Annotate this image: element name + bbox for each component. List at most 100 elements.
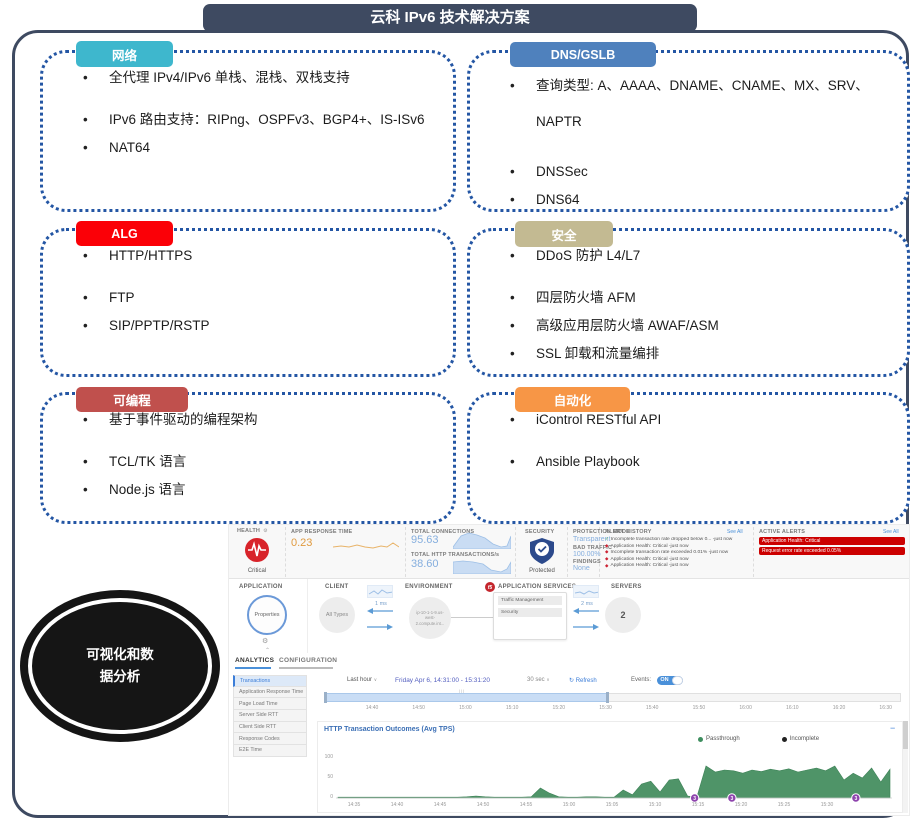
interval-select[interactable]: 30 sec ∨ <box>527 677 550 683</box>
bullet-list: iControl RESTful API Ansible Playbook <box>500 410 889 473</box>
legend-item[interactable]: Incomplete <box>781 736 819 742</box>
active-alerts-see-all[interactable]: See All <box>883 529 899 535</box>
analytics-dashboard: HEALTH ⚙ Critical APP RESPONSE TIME 0.23… <box>228 524 910 816</box>
timeline-handle-right[interactable] <box>606 692 609 703</box>
alert-history-item: ◆ Application Health: Critical -just now <box>605 543 751 549</box>
active-alert: Application Health: Critical <box>759 537 905 545</box>
topology-row: APPLICATION Properties ⚙ CLIENT All Type… <box>229 579 909 653</box>
health-status: Critical <box>247 568 267 574</box>
events-label: Events: <box>631 677 652 683</box>
event-marker[interactable]: 3 <box>851 793 861 803</box>
alert-history-list: ✓ Incomplete transaction rate dropped bel… <box>605 537 751 570</box>
sidebar-item[interactable]: Page Load Time <box>233 698 307 711</box>
active-alert: Request error rate exceeded 0.05% <box>759 547 905 555</box>
slide-title: 云科 IPv6 技术解决方案 <box>203 4 697 32</box>
servers-label: SERVERS <box>611 584 642 590</box>
metrics-sidebar: Transactions Application Response Time Pag… <box>233 675 307 757</box>
sidebar-item[interactable]: Transactions <box>233 675 307 687</box>
alert-history-item: ◆ Application Health: Critical -just now <box>605 563 751 568</box>
stats-bar: HEALTH ⚙ Critical APP RESPONSE TIME 0.23… <box>229 525 909 579</box>
application-services-box[interactable]: Traffic Management Security <box>493 592 567 640</box>
x-axis-tick-label: 14:35 <box>347 802 361 808</box>
app-response-sparkline <box>333 542 399 549</box>
svg-text:3: 3 <box>693 796 696 802</box>
bullet-list: HTTP/HTTPS FTP SIP/PPTP/RSTP <box>73 246 435 337</box>
scrollbar-thumb[interactable] <box>903 721 908 749</box>
svg-text:f5: f5 <box>488 585 493 591</box>
sidebar-item[interactable]: Client Side RTT <box>233 721 307 734</box>
transaction-outcomes-chart: 3 3 3 <box>336 765 892 803</box>
alert-history-see-all[interactable]: See All <box>727 529 743 535</box>
timeline-selection[interactable] <box>324 693 608 702</box>
application-properties-node[interactable]: Properties <box>247 595 287 635</box>
event-marker[interactable]: 3 <box>727 793 737 803</box>
gear-icon[interactable]: ⚙ <box>262 638 269 645</box>
box-tag-security: 安全 <box>515 221 613 247</box>
timeline-tick-label: 16:20 <box>832 705 846 711</box>
feature-box-network: 网络 全代理 IPv4/IPv6 单栈、混栈、双栈支持 IPv6 路由支持：RIP… <box>40 41 456 212</box>
chart-title: HTTP Transaction Outcomes (Avg TPS) <box>324 726 455 733</box>
bullet-item: DDoS 防护 L4/L7 <box>500 246 889 267</box>
refresh-button[interactable]: ↻ Refresh <box>569 678 597 684</box>
security-label: SECURITY <box>525 529 555 535</box>
svg-text:3: 3 <box>730 796 733 802</box>
timeline-tick-label: 14:50 <box>412 705 425 711</box>
timeline-grip[interactable]: ||| <box>459 688 466 693</box>
active-alerts-list: Application Health: Critical Request erro… <box>759 537 905 557</box>
bullet-item: SSL 卸载和流量编排 <box>500 344 889 365</box>
box-tag-network: 网络 <box>76 41 173 67</box>
toggle-knob <box>672 676 683 685</box>
protection-mode-label: PROTECTION MODE <box>573 529 631 535</box>
alert-history-item: ◆ Incomplete transaction rate exceeded 0.… <box>605 550 751 555</box>
alert-history-text: Application Health: Critical -just now <box>610 556 689 562</box>
caret-down-icon: ∨ <box>373 677 377 682</box>
feature-box-automation: 自动化 iControl RESTful API Ansible Playbook <box>467 387 910 524</box>
visualization-badge: 可视化和数 据分析 <box>28 598 212 734</box>
tab-configuration[interactable]: CONFIGURATION <box>279 657 338 664</box>
service-row: Security <box>498 608 562 617</box>
servers-node[interactable]: 2 <box>605 597 641 633</box>
collapse-icon[interactable]: − <box>890 723 896 733</box>
timeline-handle-left[interactable] <box>324 692 327 703</box>
refresh-icon: ↻ <box>569 678 575 684</box>
service-row: Traffic Management <box>498 596 562 605</box>
chevron-up-icon[interactable]: ⌃ <box>265 648 271 654</box>
timeline-ticks: 14:40 14:50 15:00 15:10 15:20 15:30 15:40 15:50… <box>324 705 901 713</box>
scrollbar-track[interactable] <box>903 721 908 813</box>
event-marker[interactable]: 3 <box>689 793 700 803</box>
range-select[interactable]: Last hour ∨ <box>347 677 377 683</box>
sidebar-item[interactable]: E2E Time <box>233 745 307 757</box>
feature-box-alg: ALG HTTP/HTTPS FTP SIP/PPTP/RSTP <box>40 221 456 377</box>
bullet-list: 基于事件驱动的编程架构 TCL/TK 语言 Node.js 语言 <box>73 410 435 501</box>
bullet-item: SIP/PPTP/RSTP <box>73 316 435 337</box>
alert-history-text: Application Health: Critical -just now <box>610 543 689 549</box>
legend-item[interactable]: Passthrough <box>698 736 740 742</box>
arrow-left-icon <box>573 608 599 614</box>
gear-icon[interactable]: ⚙ <box>263 528 268 534</box>
timeline-tick-label: 15:10 <box>505 705 519 711</box>
sidebar-item[interactable]: Response Codes <box>233 733 307 746</box>
health-pulse-icon <box>245 538 269 562</box>
f5-logo-icon: f5 <box>485 582 495 592</box>
client-node[interactable]: All Types <box>319 597 355 633</box>
sidebar-item[interactable]: Server Side RTT <box>233 710 307 722</box>
x-axis-tick-label: 15:05 <box>605 802 619 808</box>
bullet-item: FTP <box>73 288 435 309</box>
connections-sparkline <box>453 532 511 549</box>
timeline-tick-label: 15:00 <box>459 705 472 711</box>
sidebar-item[interactable]: Application Response Time <box>233 686 307 699</box>
security-shield-icon <box>530 538 554 564</box>
bullet-item: Node.js 语言 <box>73 480 435 501</box>
date-range: Friday Apr 6, 14:31:00 - 15:31:20 <box>395 677 491 684</box>
tab-analytics[interactable]: ANALYTICS <box>235 657 275 664</box>
y-axis-tick-label: 0 <box>330 794 333 800</box>
box-tag-alg: ALG <box>76 221 173 246</box>
events-toggle[interactable]: ON <box>657 676 683 685</box>
timeline-tick-label: 16:30 <box>879 705 892 711</box>
environment-node[interactable]: ip-10-1-1-9.us-west-2.compute.int... <box>409 597 451 639</box>
bullet-item: NAT64 <box>73 138 435 159</box>
check-icon: ✓ <box>605 537 609 542</box>
legend-dot-icon <box>698 736 703 742</box>
x-axis-tick-label: 14:50 <box>476 802 490 808</box>
